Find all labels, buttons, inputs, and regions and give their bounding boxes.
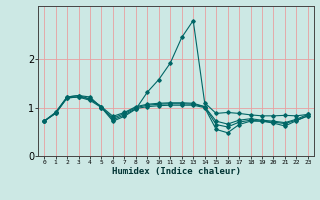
X-axis label: Humidex (Indice chaleur): Humidex (Indice chaleur) [111, 167, 241, 176]
